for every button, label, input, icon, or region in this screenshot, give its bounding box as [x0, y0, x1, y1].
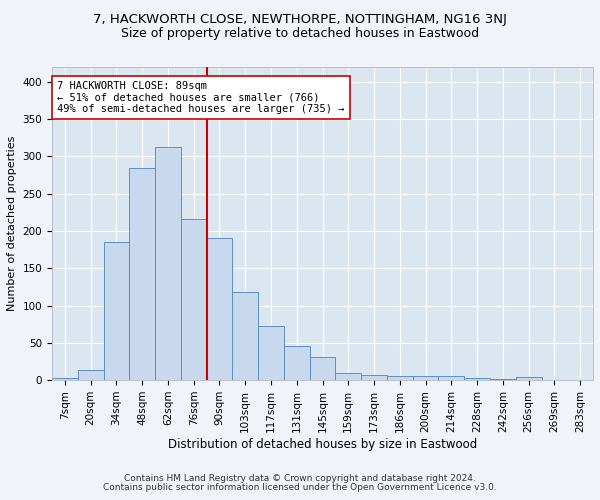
- Bar: [310, 357, 335, 380]
- Bar: [78, 370, 104, 380]
- Bar: [413, 376, 439, 380]
- Y-axis label: Number of detached properties: Number of detached properties: [7, 136, 17, 311]
- Bar: [104, 242, 129, 380]
- Bar: [232, 292, 258, 380]
- Text: Contains HM Land Registry data © Crown copyright and database right 2024.: Contains HM Land Registry data © Crown c…: [124, 474, 476, 483]
- Bar: [181, 219, 206, 380]
- Bar: [52, 378, 78, 380]
- Bar: [361, 375, 387, 380]
- Bar: [206, 238, 232, 380]
- Bar: [284, 346, 310, 380]
- Text: 7, HACKWORTH CLOSE, NEWTHORPE, NOTTINGHAM, NG16 3NJ: 7, HACKWORTH CLOSE, NEWTHORPE, NOTTINGHA…: [93, 12, 507, 26]
- Bar: [129, 168, 155, 380]
- Bar: [155, 146, 181, 380]
- Bar: [516, 377, 542, 380]
- Bar: [439, 376, 464, 380]
- Bar: [464, 378, 490, 380]
- Bar: [335, 372, 361, 380]
- Bar: [387, 376, 413, 380]
- Bar: [490, 378, 516, 380]
- Text: Contains public sector information licensed under the Open Government Licence v3: Contains public sector information licen…: [103, 484, 497, 492]
- Bar: [258, 326, 284, 380]
- X-axis label: Distribution of detached houses by size in Eastwood: Distribution of detached houses by size …: [168, 438, 477, 450]
- Text: 7 HACKWORTH CLOSE: 89sqm
← 51% of detached houses are smaller (766)
49% of semi-: 7 HACKWORTH CLOSE: 89sqm ← 51% of detach…: [58, 81, 345, 114]
- Text: Size of property relative to detached houses in Eastwood: Size of property relative to detached ho…: [121, 28, 479, 40]
